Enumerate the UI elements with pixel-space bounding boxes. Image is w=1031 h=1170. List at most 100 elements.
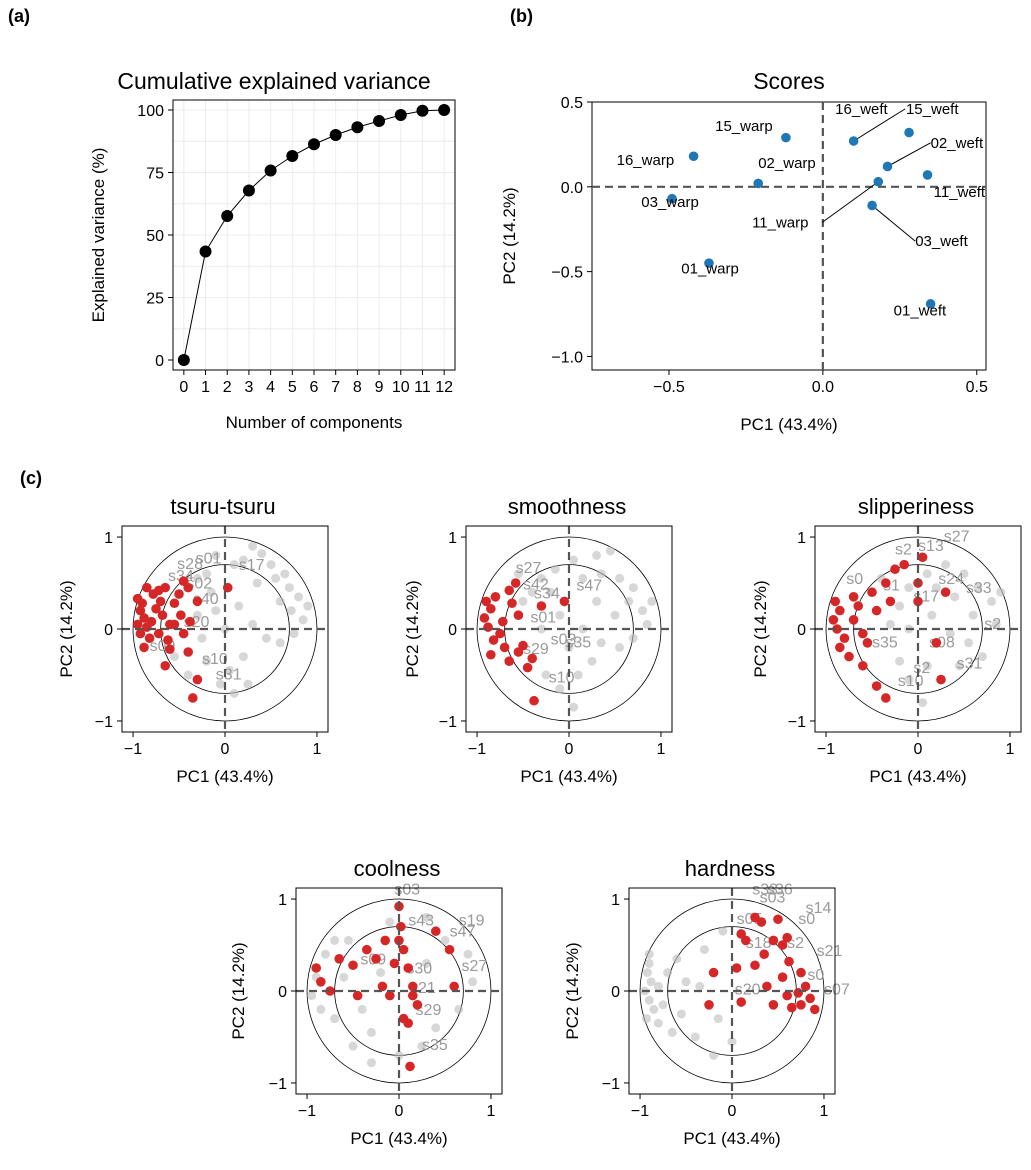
variable-label: s33 (966, 580, 992, 597)
variable-point-red (160, 582, 171, 593)
data-point (308, 138, 320, 151)
variable-point-red (759, 949, 769, 960)
variable-point-red (135, 628, 146, 639)
variable-point-red (165, 644, 175, 655)
leader-line (871, 205, 916, 242)
variable-point-red (412, 999, 423, 1010)
variable-point-red (736, 997, 746, 1007)
plot-frame (591, 101, 987, 371)
variable-point-red (497, 616, 508, 627)
variable-point-grey (303, 601, 313, 611)
variable-point-grey (298, 615, 308, 625)
variable-point-grey (238, 555, 248, 565)
variable-point-grey (628, 633, 638, 643)
variable-point-red (160, 660, 171, 671)
variable-point-red (178, 628, 189, 639)
x-tick-label: 1 (820, 1103, 829, 1120)
y-tick-label: 1 (797, 530, 806, 547)
variable-point-red (828, 615, 839, 625)
variable-point-red (832, 624, 842, 634)
x-tick-label: 12 (435, 379, 453, 396)
variable-point-red (385, 990, 395, 1001)
variable-label: s01 (530, 610, 556, 627)
data-point (286, 150, 299, 162)
x-tick-label: 0 (565, 741, 574, 758)
variable-point-grey (649, 1004, 659, 1014)
x-tick-label: 1 (201, 379, 210, 396)
variable-point-grey (653, 981, 663, 991)
x-tick-label: 0 (728, 1103, 737, 1120)
variable-point-grey (578, 573, 588, 583)
chart-title: coolness (354, 856, 441, 881)
variable-point-grey (628, 583, 638, 593)
variable-point-red (137, 598, 148, 609)
variable-point-grey (376, 968, 386, 978)
score-label: 15_weft (906, 101, 959, 118)
variable-point-grey (431, 1023, 441, 1033)
variable-point-grey (225, 665, 235, 675)
y-tick-label: 1 (104, 530, 113, 547)
variable-point-red (183, 582, 194, 593)
variable-label: s24 (938, 571, 964, 588)
variable-point-grey (234, 601, 244, 611)
y-tick-label: −1.0 (551, 349, 583, 366)
chart-title: tsuru-tsuru (170, 494, 275, 519)
variable-point-grey (366, 1058, 376, 1068)
panel-label-b: (b) (510, 6, 533, 26)
variable-point-grey (513, 569, 523, 579)
variable-point-red (176, 610, 186, 621)
variable-point-grey (248, 541, 258, 551)
variable-point-red (398, 944, 409, 955)
variable-point-red (169, 598, 180, 609)
variable-point-grey (527, 587, 537, 597)
y-axis-label: PC2 (14.2%) (57, 580, 76, 677)
variable-point-red (348, 960, 358, 971)
variable-point-grey (238, 652, 248, 662)
variable-point-grey (644, 995, 654, 1005)
variable-point-red (782, 990, 792, 1001)
variable-point-grey (624, 596, 634, 606)
variable-label: s43 (408, 913, 434, 930)
x-tick-label: −0.5 (653, 379, 685, 396)
variable-point-grey (536, 573, 546, 583)
variable-point-red (800, 981, 811, 992)
variable-point-grey (229, 560, 239, 570)
variable-point-grey (941, 560, 951, 570)
variable-point-grey (463, 949, 473, 959)
variable-point-red (405, 1061, 415, 1072)
variable-point-grey (973, 583, 983, 593)
variable-point-red (403, 1018, 413, 1028)
variable-point-grey (215, 679, 225, 689)
variable-point-grey (266, 560, 276, 570)
variable-point-red (786, 1002, 797, 1013)
variable-point-grey (987, 596, 997, 606)
y-tick-label: −1 (269, 1076, 287, 1093)
x-tick-label: 5 (288, 379, 297, 396)
variable-point-grey (569, 702, 579, 712)
variable-point-grey (555, 684, 565, 694)
chart-title: slipperiness (858, 494, 974, 519)
variable-point-grey (257, 549, 267, 559)
variable-point-red (899, 559, 910, 570)
variable-point-grey (592, 550, 602, 560)
variable-point-grey (642, 968, 652, 978)
score-point (925, 299, 936, 309)
leader-line (887, 142, 931, 167)
variable-label: s18 (746, 935, 772, 952)
variable-point-red (174, 589, 184, 599)
variable-point-red (188, 693, 198, 703)
variable-point-red (362, 944, 372, 955)
y-axis-label: PC2 (14.2%) (229, 942, 248, 1039)
variable-point-grey (931, 583, 941, 593)
variable-point-grey (695, 981, 705, 991)
variable-point-grey (243, 679, 253, 689)
variable-point-grey (271, 573, 281, 583)
variable-point-red (483, 622, 493, 632)
variable-point-red (495, 628, 505, 639)
variable-label: s29 (523, 641, 549, 658)
variable-point-grey (596, 638, 606, 648)
variable-point-grey (977, 652, 987, 662)
variable-point-red (479, 613, 490, 623)
data-point (242, 184, 255, 197)
